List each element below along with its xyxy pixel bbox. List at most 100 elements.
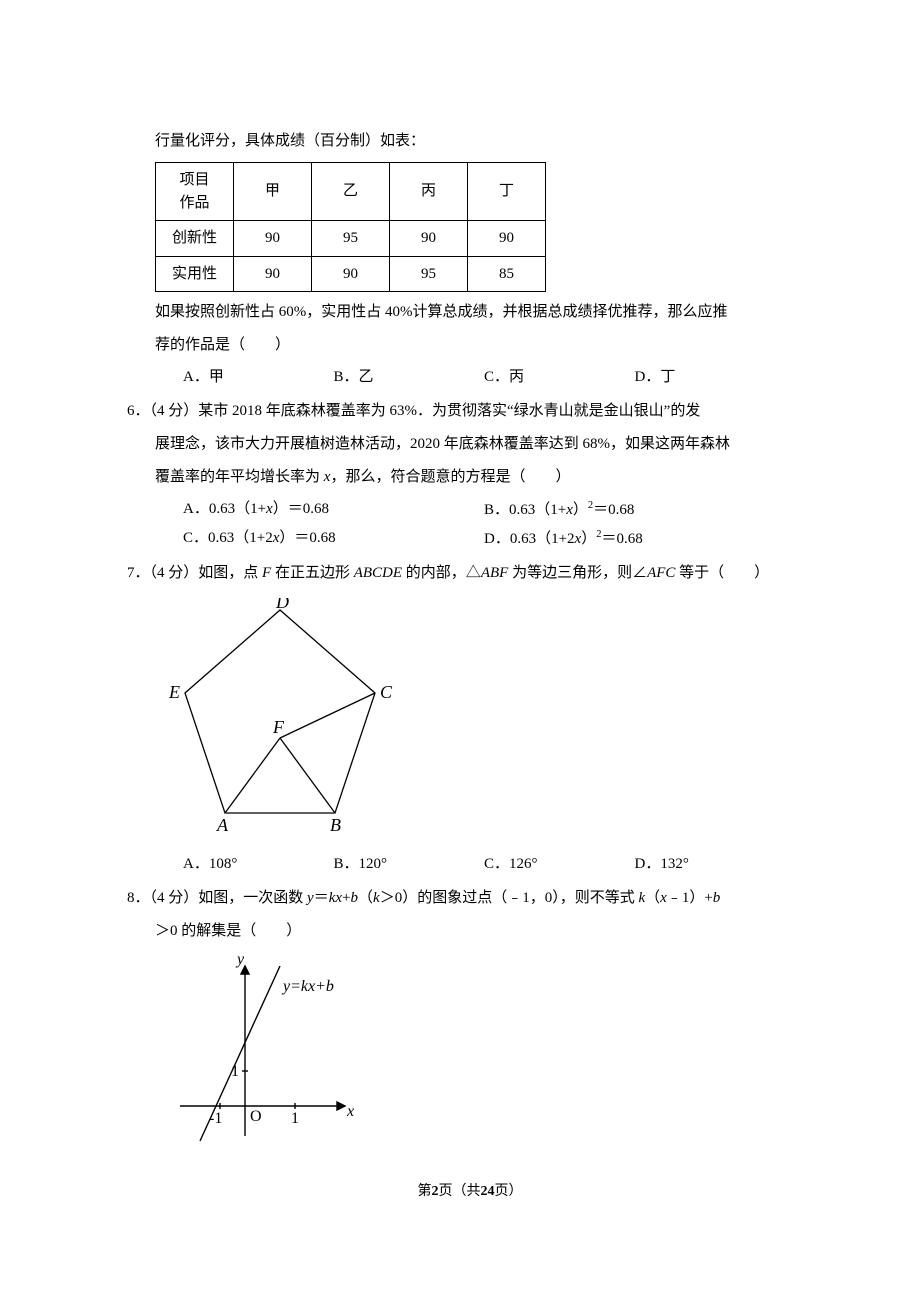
th-ding: 丁 [468, 163, 546, 221]
var-k: k [373, 890, 380, 906]
cell: 95 [390, 256, 468, 292]
graph-svg: y x O 1 -1 1 y=kx+b [165, 956, 365, 1146]
page-total: 24 [481, 1184, 495, 1199]
t: 页（共 [439, 1184, 481, 1199]
t: 第 [418, 1184, 432, 1199]
line-label: y=kx+b [281, 978, 334, 995]
q8-line2: ＞0 的解集是（ ） [155, 915, 785, 948]
q6-opt-b: B．0.63（1+x）2＝0.68 [484, 498, 785, 522]
label-E: E [168, 682, 180, 702]
q7-num: 7．（4 分） [127, 565, 198, 581]
label-D: D [275, 598, 289, 612]
t: 在正五边形 [271, 565, 354, 581]
plus: + [342, 890, 350, 906]
var-AFC: AFC [647, 565, 675, 581]
label-F: F [272, 717, 285, 737]
q7-opt-a: A．108° [183, 853, 334, 876]
t: ）＝0.68 [279, 530, 335, 546]
ytick-1: 1 [231, 1063, 239, 1080]
t: （ [358, 890, 373, 906]
row-util-label: 实用性 [156, 256, 234, 292]
eq: ＝ [314, 890, 329, 906]
row-innov-label: 创新性 [156, 221, 234, 257]
t: B．0.63（1+ [484, 502, 566, 518]
th-jia: 甲 [234, 163, 312, 221]
tick-neg1: -1 [209, 1110, 222, 1127]
origin: O [250, 1108, 262, 1125]
score-table: 项目 作品 甲 乙 丙 丁 创新性 90 95 90 90 实用性 90 90 … [155, 162, 546, 292]
q6-opt-c: C．0.63（1+2x）＝0.68 [183, 527, 484, 551]
q6-num: 6．（4 分） [127, 403, 198, 419]
var-x: x [566, 502, 573, 518]
label-B: B [330, 815, 341, 835]
var-y: y [307, 890, 314, 906]
q6-l3a: 覆盖率的年平均增长率为 [155, 469, 324, 485]
q7-line1: 7．（4 分）如图，点 F 在正五边形 ABCDE 的内部，△ABF 为等边三角… [127, 557, 785, 590]
q6-opt-d: D．0.63（1+2x）2＝0.68 [484, 527, 785, 551]
linear-graph-figure: y x O 1 -1 1 y=kx+b [165, 956, 785, 1154]
var-F: F [262, 565, 271, 581]
t: 如图，一次函数 [198, 890, 307, 906]
t: ） [573, 502, 588, 518]
t: ＝0.68 [601, 531, 642, 547]
t: ＝0.68 [593, 502, 634, 518]
th-bing: 丙 [390, 163, 468, 221]
var-b2: b [713, 890, 721, 906]
q5-tail1: 如果按照创新性占 60%，实用性占 40%计算总成绩，并根据总成绩择优推荐，那么… [155, 296, 785, 329]
q6-options: A．0.63（1+x）＝0.68 B．0.63（1+x）2＝0.68 C．0.6… [183, 498, 785, 551]
q6-l3b: ，那么，符合题意的方程是（ ） [330, 469, 570, 485]
t: ） [581, 531, 596, 547]
var-b: b [351, 890, 359, 906]
t: ＞0）的图象过点（﹣1，0），则不等式 [380, 890, 639, 906]
th-yi: 乙 [312, 163, 390, 221]
q6-line2: 展理念，该市大力开展植树造林活动，2020 年底森林覆盖率达到 68%，如果这两… [155, 428, 785, 461]
q5-opt-c: C．丙 [484, 366, 635, 389]
t: （ [645, 890, 660, 906]
q5-opt-b: B．乙 [334, 366, 485, 389]
q5-tail2: 荐的作品是（ ） [155, 329, 785, 362]
t: C．0.63（1+2 [183, 530, 273, 546]
q7-opt-b: B．120° [334, 853, 485, 876]
t: A．0.63（1+ [183, 501, 266, 517]
q6-line1: 6．（4 分）某市 2018 年底森林覆盖率为 63%．为贯彻落实“绿水青山就是… [127, 395, 785, 428]
t: ）＝0.68 [273, 501, 329, 517]
t: 为等边三角形，则∠ [508, 565, 647, 581]
axis-y: y [235, 956, 245, 968]
q7-options: A．108° B．120° C．126° D．132° [183, 853, 785, 876]
q5-opt-a: A．甲 [183, 366, 334, 389]
t: D．0.63（1+2 [484, 531, 575, 547]
cell: 90 [234, 221, 312, 257]
q6-text1: 某市 2018 年底森林覆盖率为 63%．为贯彻落实“绿水青山就是金山银山”的发 [198, 403, 700, 419]
th-project: 项目 [156, 169, 233, 192]
pentagon-svg: D E C F A B [165, 598, 395, 838]
t: 的内部，△ [402, 565, 481, 581]
t: ﹣1）+ [667, 890, 713, 906]
cell: 95 [312, 221, 390, 257]
tick-1: 1 [291, 1110, 299, 1127]
cell: 90 [234, 256, 312, 292]
q5-opt-d: D．丁 [635, 366, 786, 389]
var-kx: kx [329, 890, 342, 906]
label-C: C [380, 682, 393, 702]
t: 如图，点 [198, 565, 262, 581]
label-A: A [216, 815, 229, 835]
var-x: x [266, 501, 273, 517]
var-ABCDE: ABCDE [354, 565, 402, 581]
q7-opt-d: D．132° [635, 853, 786, 876]
q8-line1: 8．（4 分）如图，一次函数 y＝kx+b（k＞0）的图象过点（﹣1，0），则不… [127, 882, 785, 915]
axis-x: x [346, 1103, 354, 1120]
q7-opt-c: C．126° [484, 853, 635, 876]
pentagon-figure: D E C F A B [165, 598, 785, 846]
page-footer: 第2页（共24页） [155, 1181, 785, 1202]
t: 页） [495, 1184, 523, 1199]
th-work: 作品 [156, 192, 233, 215]
t: 等于（ ） [675, 565, 769, 581]
page-num: 2 [432, 1184, 439, 1199]
q6-line3: 覆盖率的年平均增长率为 x，那么，符合题意的方程是（ ） [155, 461, 785, 494]
cell: 90 [468, 221, 546, 257]
cell: 90 [312, 256, 390, 292]
q6-opt-a: A．0.63（1+x）＝0.68 [183, 498, 484, 522]
var-x2: x [660, 890, 667, 906]
var-ABF: ABF [481, 565, 509, 581]
q5-intro: 行量化评分，具体成绩（百分制）如表： [155, 125, 785, 158]
